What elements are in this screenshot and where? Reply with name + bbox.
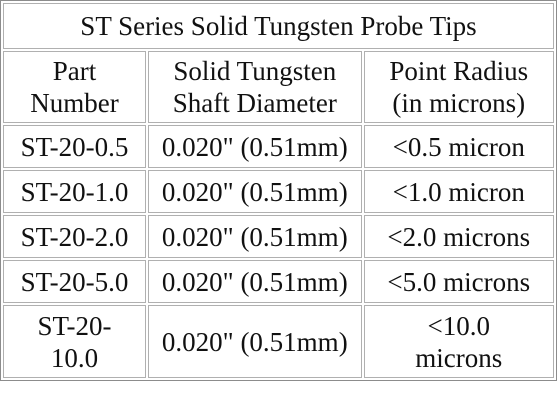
- data-cell: 0.020" (0.51mm): [148, 125, 362, 168]
- data-row: ST-20-1.0 0.020" (0.51mm) <1.0 micron: [3, 170, 554, 213]
- header-cell: Point Radius (in microns): [363, 51, 554, 123]
- cell-line: Part: [52, 56, 97, 86]
- cell-line: Number: [30, 88, 119, 118]
- data-row: ST-20-5.0 0.020" (0.51mm) <5.0 microns: [3, 260, 554, 303]
- cell-line: ST-20-: [37, 310, 112, 341]
- cell-line: microns: [415, 342, 503, 373]
- data-cell: <5.0 microns: [363, 260, 554, 303]
- probe-table: ST Series Solid Tungsten Probe Tips Part…: [0, 0, 557, 381]
- data-row: ST-20-2.0 0.020" (0.51mm) <2.0 microns: [3, 215, 554, 258]
- header-cell: Solid Tungsten Shaft Diameter: [148, 51, 362, 123]
- data-cell: ST-20-1.0: [3, 170, 147, 213]
- data-cell: ST-20-5.0: [3, 260, 147, 303]
- cell-line: Solid Tungsten: [173, 56, 337, 86]
- data-cell: 0.020" (0.51mm): [148, 305, 362, 378]
- data-cell: ST-20-2.0: [3, 215, 147, 258]
- data-cell: ST-20- 10.0: [3, 305, 147, 378]
- cell-line: Shaft Diameter: [172, 88, 337, 118]
- cell-line: <10.0: [427, 310, 491, 341]
- data-cell: 0.020" (0.51mm): [148, 215, 362, 258]
- data-cell: <0.5 micron: [363, 125, 554, 168]
- data-cell: <10.0 microns: [363, 305, 554, 378]
- table-title: ST Series Solid Tungsten Probe Tips: [3, 3, 554, 49]
- cell-line: (in microns): [392, 88, 526, 118]
- data-cell: 0.020" (0.51mm): [148, 260, 362, 303]
- cell-line: 10.0: [50, 342, 99, 373]
- header-row: Part Number Solid Tungsten Shaft Diameter Po…: [3, 51, 554, 123]
- data-cell: <1.0 micron: [363, 170, 554, 213]
- data-row: ST-20-0.5 0.020" (0.51mm) <0.5 micron: [3, 125, 554, 168]
- data-cell: ST-20-0.5: [3, 125, 147, 168]
- header-cell: Part Number: [3, 51, 147, 123]
- data-cell: <2.0 microns: [363, 215, 554, 258]
- data-cell: 0.020" (0.51mm): [148, 170, 362, 213]
- cell-line: Point Radius: [389, 56, 529, 86]
- data-row: ST-20- 10.0 0.020" (0.51mm) <10.0 microns: [3, 305, 554, 378]
